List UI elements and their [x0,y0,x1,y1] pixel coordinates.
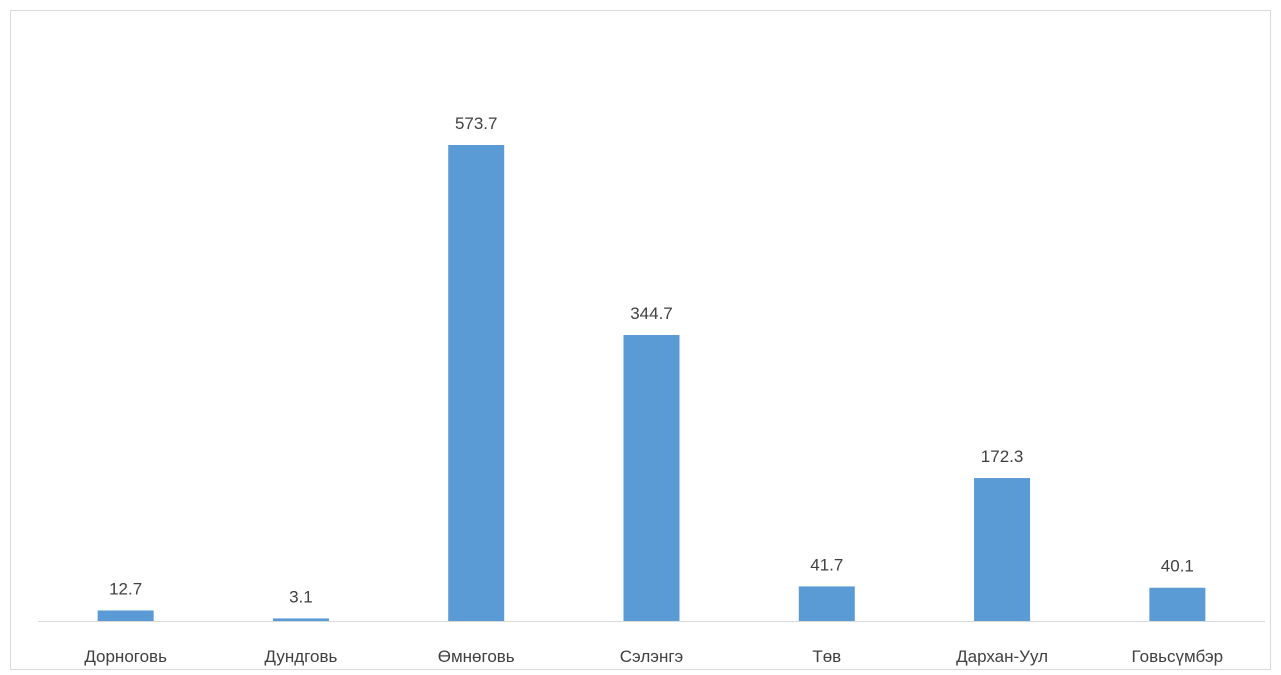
bar-1 [272,618,329,621]
data-label-4: 41.7 [810,555,843,574]
data-label-5: 172.3 [981,447,1024,466]
data-label-1: 3.1 [289,587,313,606]
bar-4 [798,586,855,621]
bars-group [97,145,1206,621]
x-tick-label-4: Төв [812,647,841,666]
bar-0 [97,610,154,621]
x-tick-label-2: Өмнөговь [438,647,515,666]
data-label-3: 344.7 [630,304,673,323]
bar-5 [974,478,1031,621]
x-tick-label-1: Дундговь [264,647,337,666]
x-tick-label-0: Дорноговь [84,647,167,666]
x-tick-label-5: Дархан-Уул [956,647,1048,666]
x-tick-label-6: Говьсүмбэр [1132,647,1224,666]
data-label-0: 12.7 [109,579,142,598]
data-label-2: 573.7 [455,114,498,133]
data-label-6: 40.1 [1161,557,1194,576]
bar-6 [1149,587,1206,621]
x-tick-label-3: Сэлэнгэ [620,647,683,666]
bar-2 [448,145,505,621]
bar-3 [623,335,680,621]
data-labels-group: 12.7 3.1 573.7 344.7 41.7 172.3 40.1 [109,114,1194,606]
x-tick-labels-group: Дорноговь Дундговь Өмнөговь Сэлэнгэ Төв Дарха… [84,647,1223,666]
